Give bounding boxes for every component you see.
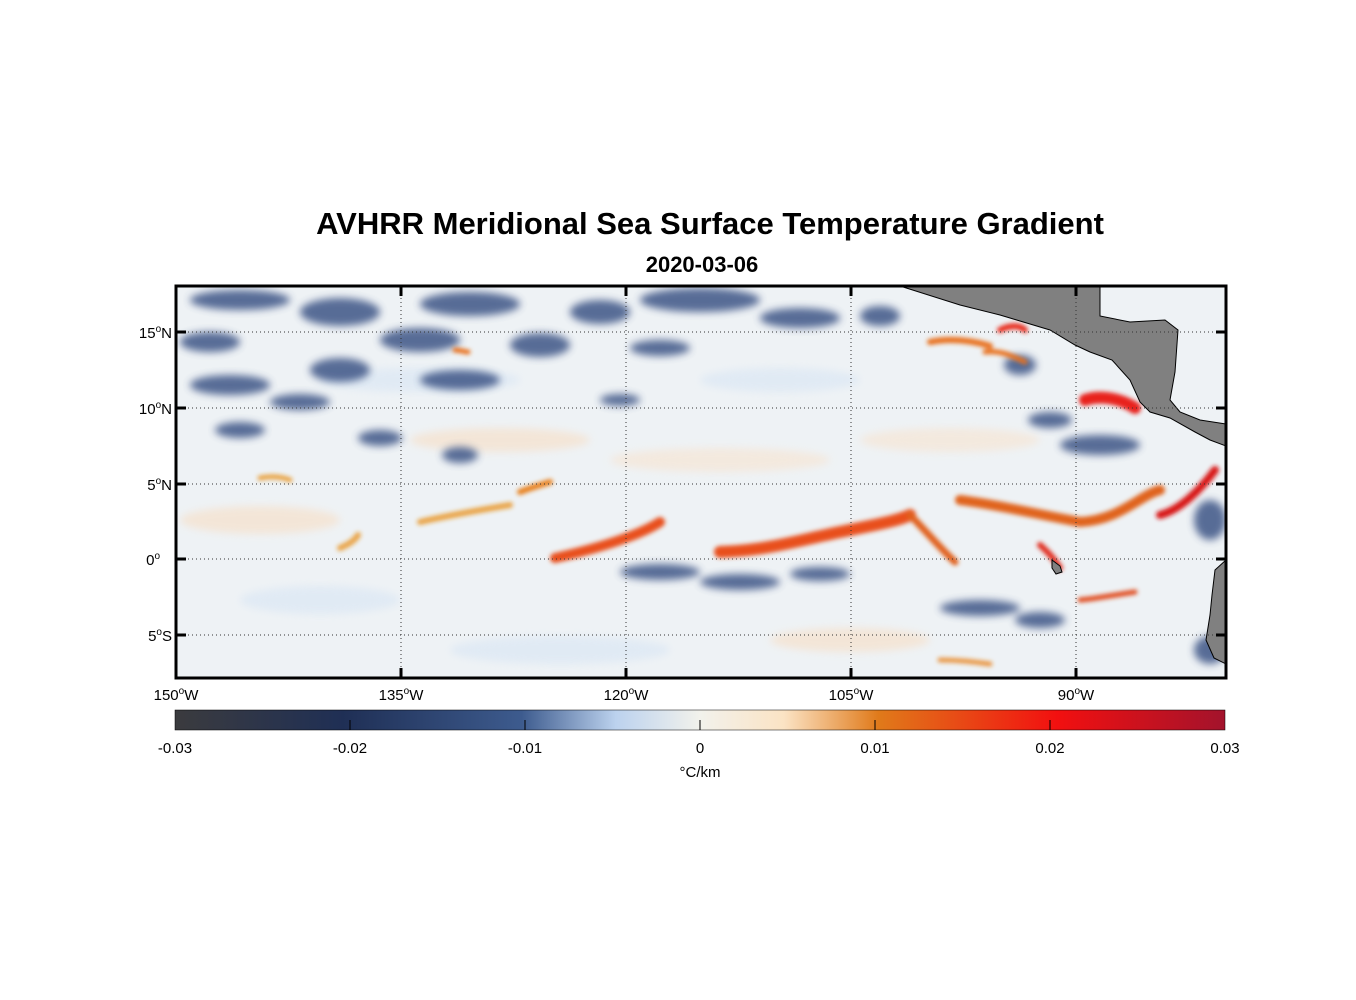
map-subtitle: 2020-03-06 bbox=[645, 252, 759, 277]
lat-label-0: 0o bbox=[146, 551, 160, 569]
lat-label-10n: 10oN bbox=[138, 400, 172, 418]
land-galapagos bbox=[1051, 559, 1063, 575]
colorbar-tick-label: 0.01 bbox=[860, 740, 890, 757]
lon-label-135w: 135oW bbox=[378, 686, 424, 704]
map-frame bbox=[174, 284, 1228, 680]
lon-label-105w: 105oW bbox=[828, 686, 874, 704]
land-central-america bbox=[899, 286, 1226, 447]
colorbar-tick-label: -0.03 bbox=[157, 740, 193, 757]
colorbar-tick-label: 0.02 bbox=[1035, 740, 1065, 757]
land-south-america bbox=[1205, 559, 1226, 665]
sst-gradient-field bbox=[176, 286, 1226, 678]
lat-label-5s: 5oS bbox=[148, 627, 172, 645]
lon-label-120w: 120oW bbox=[603, 686, 649, 704]
lat-label-15n: 15oN bbox=[138, 324, 172, 342]
lon-label-150w: 150oW bbox=[153, 686, 199, 704]
colorbar-tick-label: 0.03 bbox=[1210, 740, 1240, 757]
lon-label-90w: 90oW bbox=[1057, 686, 1095, 704]
map-title: AVHRR Meridional Sea Surface Temperature… bbox=[316, 206, 1104, 241]
colorbar-tick-label: -0.02 bbox=[332, 740, 368, 757]
colorbar-unit: °C/km bbox=[679, 764, 721, 781]
colorbar-tick-label: -0.01 bbox=[507, 740, 543, 757]
lat-label-5n: 5oN bbox=[147, 476, 172, 494]
colorbar-tick-label: 0 bbox=[695, 740, 705, 757]
